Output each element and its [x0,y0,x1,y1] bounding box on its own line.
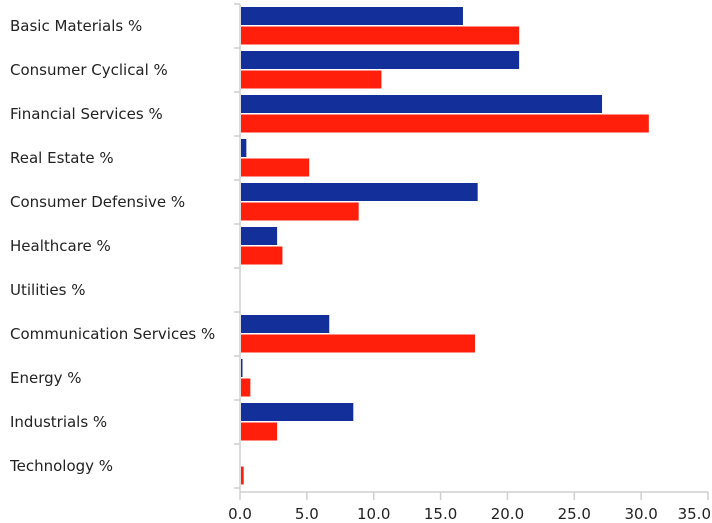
category-label: Basic Materials % [10,17,142,35]
bar-series-2[interactable] [241,334,475,353]
category-label: Energy % [10,369,82,387]
category-label: Industrials % [10,413,107,431]
x-tick-label: 5.0 [295,505,319,523]
bar-series-1[interactable] [241,95,603,113]
bar-series-2[interactable] [241,158,310,177]
bar-series-1[interactable] [241,315,330,333]
bar-series-1[interactable] [241,51,520,69]
bar-series-2[interactable] [241,378,251,397]
category-label: Real Estate % [10,149,114,167]
category-label: Technology % [9,457,113,475]
bar-series-1[interactable] [241,183,478,201]
x-tick-label: 10.0 [357,505,390,523]
bar-series-2[interactable] [241,26,520,45]
x-tick-label: 25.0 [558,505,591,523]
bar-series-1[interactable] [241,227,278,245]
x-tick-label: 15.0 [424,505,457,523]
category-label: Healthcare % [10,237,111,255]
category-label: Utilities % [10,281,85,299]
x-tick-label: 30.0 [624,505,657,523]
bar-series-1[interactable] [241,139,247,157]
x-tick-label: 20.0 [491,505,524,523]
x-tick-label: 0.0 [228,505,252,523]
bar-series-2[interactable] [241,422,278,441]
bar-series-1[interactable] [241,7,463,25]
bar-series-2[interactable] [241,70,382,89]
bar-series-2[interactable] [241,114,649,133]
bar-series-1[interactable] [241,403,354,421]
bar-series-2[interactable] [241,202,359,221]
x-tick-label: 35.0 [678,505,711,523]
category-label: Consumer Defensive % [10,193,185,211]
bar-series-2[interactable] [241,246,283,265]
bar-series-1[interactable] [241,359,243,377]
category-label: Communication Services % [10,325,215,343]
bar-series-2[interactable] [241,466,244,485]
category-label: Consumer Cyclical % [10,61,168,79]
category-label: Financial Services % [10,105,163,123]
